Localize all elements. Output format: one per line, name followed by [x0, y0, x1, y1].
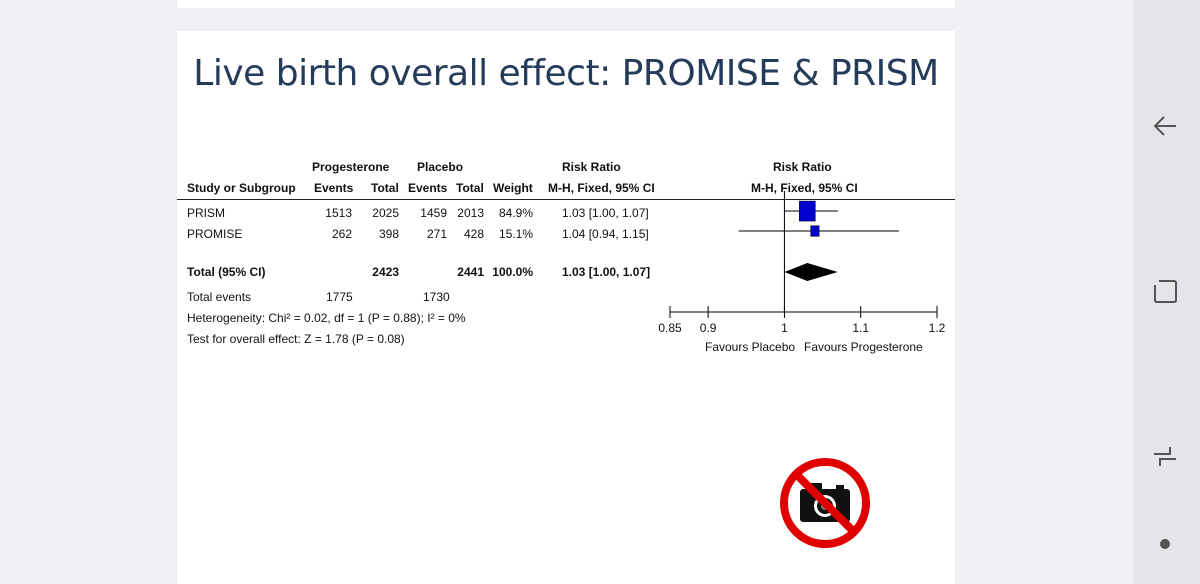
total-events-label: Total events: [187, 290, 252, 304]
navigation-bar: [1133, 0, 1200, 584]
row-ci: 1.04 [0.94, 1.15]: [562, 227, 649, 241]
row-ctrl-total: 428: [463, 227, 484, 241]
col-ctrl-events: Events: [408, 181, 448, 195]
plot-subtitle: M-H, Fixed, 95% CI: [751, 181, 858, 195]
row-exp-events: 1513: [325, 206, 352, 220]
col-study: Study or Subgroup: [187, 181, 296, 195]
x-tick-label: 0.9: [700, 321, 717, 335]
slide-title: Live birth overall effect: PROMISE & PRI…: [193, 53, 939, 94]
col-weight: Weight: [493, 181, 533, 195]
row-ci: 1.03 [1.00, 1.07]: [562, 206, 649, 220]
study-box: [810, 225, 820, 237]
total-ci: 1.03 [1.00, 1.07]: [562, 265, 651, 279]
row-exp-total: 398: [378, 227, 399, 241]
row-ctrl-events: 1459: [420, 206, 447, 220]
overall-diamond: [784, 263, 838, 281]
plot-title: Risk Ratio: [773, 160, 832, 174]
header-control: Placebo: [417, 160, 464, 174]
row-weight: 84.9%: [498, 206, 533, 220]
header-experimental: Progesterone: [312, 160, 390, 174]
favours-right: Favours Progesterone: [804, 340, 923, 354]
home-dot-icon[interactable]: [1160, 539, 1170, 549]
total-weight: 100.0%: [492, 265, 533, 279]
swap-lines-icon[interactable]: [1145, 436, 1185, 476]
total-events-ctrl: 1730: [423, 290, 450, 304]
x-tick-label: 1: [781, 321, 788, 335]
col-exp-total: Total: [371, 181, 399, 195]
row-weight: 15.1%: [498, 227, 533, 241]
total-ctrl: 2441: [457, 265, 484, 279]
back-arrow-icon[interactable]: [1145, 106, 1185, 146]
col-ci: M-H, Fixed, 95% CI: [548, 181, 655, 195]
heterogeneity-text: Heterogeneity: Chi² = 0.02, df = 1 (P = …: [187, 311, 466, 325]
row-study: PRISM: [187, 206, 226, 220]
col-ctrl-total: Total: [456, 181, 484, 195]
study-box: [799, 200, 816, 222]
total-events-exp: 1775: [326, 290, 353, 304]
header-ratio-table: Risk Ratio: [562, 160, 621, 174]
no-camera-icon: [780, 458, 870, 548]
forest-plot: 0.85 0.9 1 1.1 1.2: [658, 191, 946, 335]
row-exp-events: 262: [331, 227, 352, 241]
x-tick-label: 1.2: [929, 321, 946, 335]
row-ctrl-total: 2013: [457, 206, 484, 220]
recents-icon[interactable]: [1145, 271, 1185, 311]
x-tick-label: 1.1: [852, 321, 869, 335]
row-ctrl-events: 271: [426, 227, 447, 241]
header-rule: [177, 199, 955, 200]
previous-slide-edge: [177, 0, 955, 8]
favours-left: Favours Placebo: [705, 340, 796, 354]
total-exp: 2423: [372, 265, 399, 279]
col-exp-events: Events: [314, 181, 354, 195]
row-study: PROMISE: [187, 227, 243, 241]
slide: Live birth overall effect: PROMISE & PRI…: [177, 31, 955, 584]
overall-effect-text: Test for overall effect: Z = 1.78 (P = 0…: [187, 332, 405, 346]
total-label: Total (95% CI): [187, 265, 266, 279]
row-exp-total: 2025: [372, 206, 399, 220]
x-tick-label: 0.85: [658, 321, 682, 335]
